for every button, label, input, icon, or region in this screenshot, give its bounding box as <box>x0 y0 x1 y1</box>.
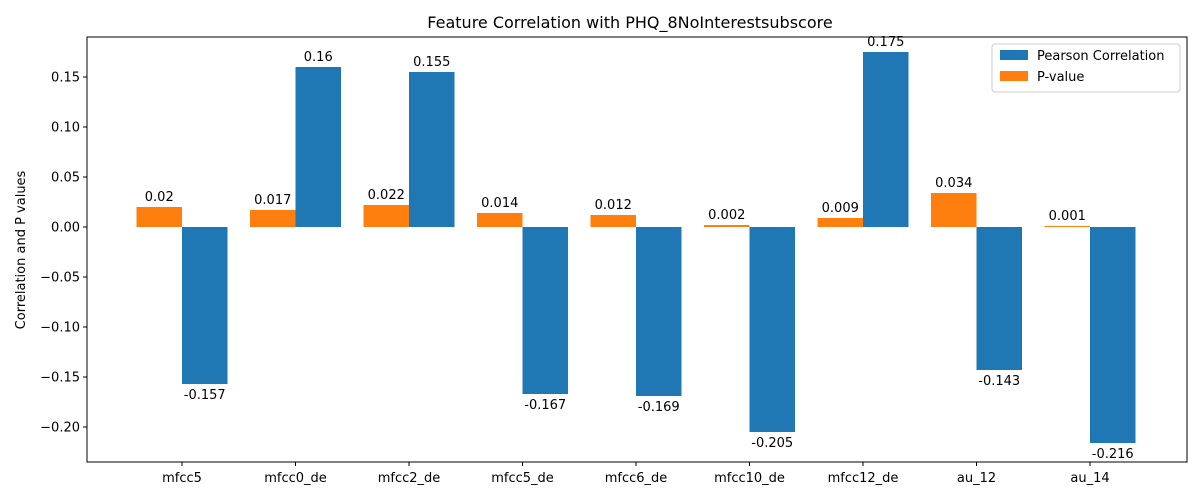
pearson-correlation-bar <box>749 227 795 432</box>
pearson-correlation-label: -0.157 <box>184 388 226 403</box>
pearson-correlation-label: -0.169 <box>638 400 680 415</box>
p-value-bar <box>931 193 977 227</box>
p-value-bar <box>136 207 182 227</box>
x-tick-label: mfcc5_de <box>491 471 554 486</box>
y-tick-label: −0.10 <box>40 321 80 336</box>
y-tick-label: 0.15 <box>51 71 80 86</box>
p-value-bar <box>590 215 636 227</box>
legend-box <box>991 43 1181 93</box>
pearson-correlation-bar <box>636 227 682 396</box>
p-value-label: 0.034 <box>935 176 972 191</box>
y-axis-title: Correlation and P values <box>14 170 29 329</box>
p-value-bar <box>704 225 750 227</box>
p-value-bar <box>477 213 523 227</box>
x-tick-label: mfcc6_de <box>605 471 668 486</box>
y-tick-label: −0.05 <box>40 271 80 286</box>
legend-swatch <box>1000 50 1028 60</box>
x-tick-label: mfcc10_de <box>714 471 785 486</box>
x-tick-label: mfcc2_de <box>378 471 441 486</box>
p-value-label: 0.012 <box>595 198 632 213</box>
y-tick-label: −0.20 <box>40 421 80 436</box>
pearson-correlation-bar <box>522 227 568 394</box>
plot-frame <box>86 36 1188 463</box>
chart-title: Feature Correlation with PHQ_8NoInterest… <box>427 13 832 33</box>
p-value-label: 0.017 <box>254 193 291 208</box>
x-tick-label: au_14 <box>1070 471 1109 486</box>
x-tick-label: mfcc0_de <box>264 471 327 486</box>
plot-area: 0.02 -0.157 mfcc5 0.017 0.16 mfcc0_de 0.022 0.1… <box>40 35 1188 486</box>
p-value-label: 0.001 <box>1049 209 1086 224</box>
p-value-label: 0.022 <box>368 188 405 203</box>
y-tick-label: 0.10 <box>51 121 80 136</box>
pearson-correlation-label: -0.205 <box>751 436 793 451</box>
x-tick-label: mfcc12_de <box>828 471 899 486</box>
y-tick-label: −0.15 <box>40 371 80 386</box>
pearson-correlation-bar <box>182 227 228 384</box>
y-tick-label: 0.05 <box>51 171 80 186</box>
pearson-correlation-bar <box>863 52 909 227</box>
p-value-label: 0.009 <box>822 201 859 216</box>
pearson-correlation-label: 0.175 <box>867 35 904 50</box>
p-value-label: 0.02 <box>145 190 174 205</box>
pearson-correlation-label: -0.143 <box>978 374 1020 389</box>
pearson-correlation-label: -0.216 <box>1092 447 1134 462</box>
pearson-correlation-bar <box>295 67 341 227</box>
y-tick-label: 0.00 <box>51 221 80 236</box>
pearson-correlation-bar <box>1090 227 1136 443</box>
legend: Pearson Correlation P-value <box>991 43 1181 93</box>
x-tick-label: au_12 <box>957 471 996 486</box>
legend-label: P-value <box>1037 70 1084 85</box>
legend-swatch <box>1000 71 1028 81</box>
p-value-label: 0.014 <box>481 196 518 211</box>
p-value-bar <box>250 210 296 227</box>
x-tick-label: mfcc5 <box>162 471 202 486</box>
pearson-correlation-bar <box>976 227 1022 370</box>
pearson-correlation-label: 0.16 <box>304 50 333 65</box>
p-value-bar <box>817 218 863 227</box>
pearson-correlation-label: 0.155 <box>413 55 450 70</box>
pearson-correlation-label: -0.167 <box>524 398 566 413</box>
p-value-label: 0.002 <box>708 208 745 223</box>
p-value-bar <box>363 205 409 227</box>
legend-label: Pearson Correlation <box>1037 49 1164 64</box>
pearson-correlation-bar <box>409 72 455 227</box>
p-value-bar <box>1044 226 1090 227</box>
